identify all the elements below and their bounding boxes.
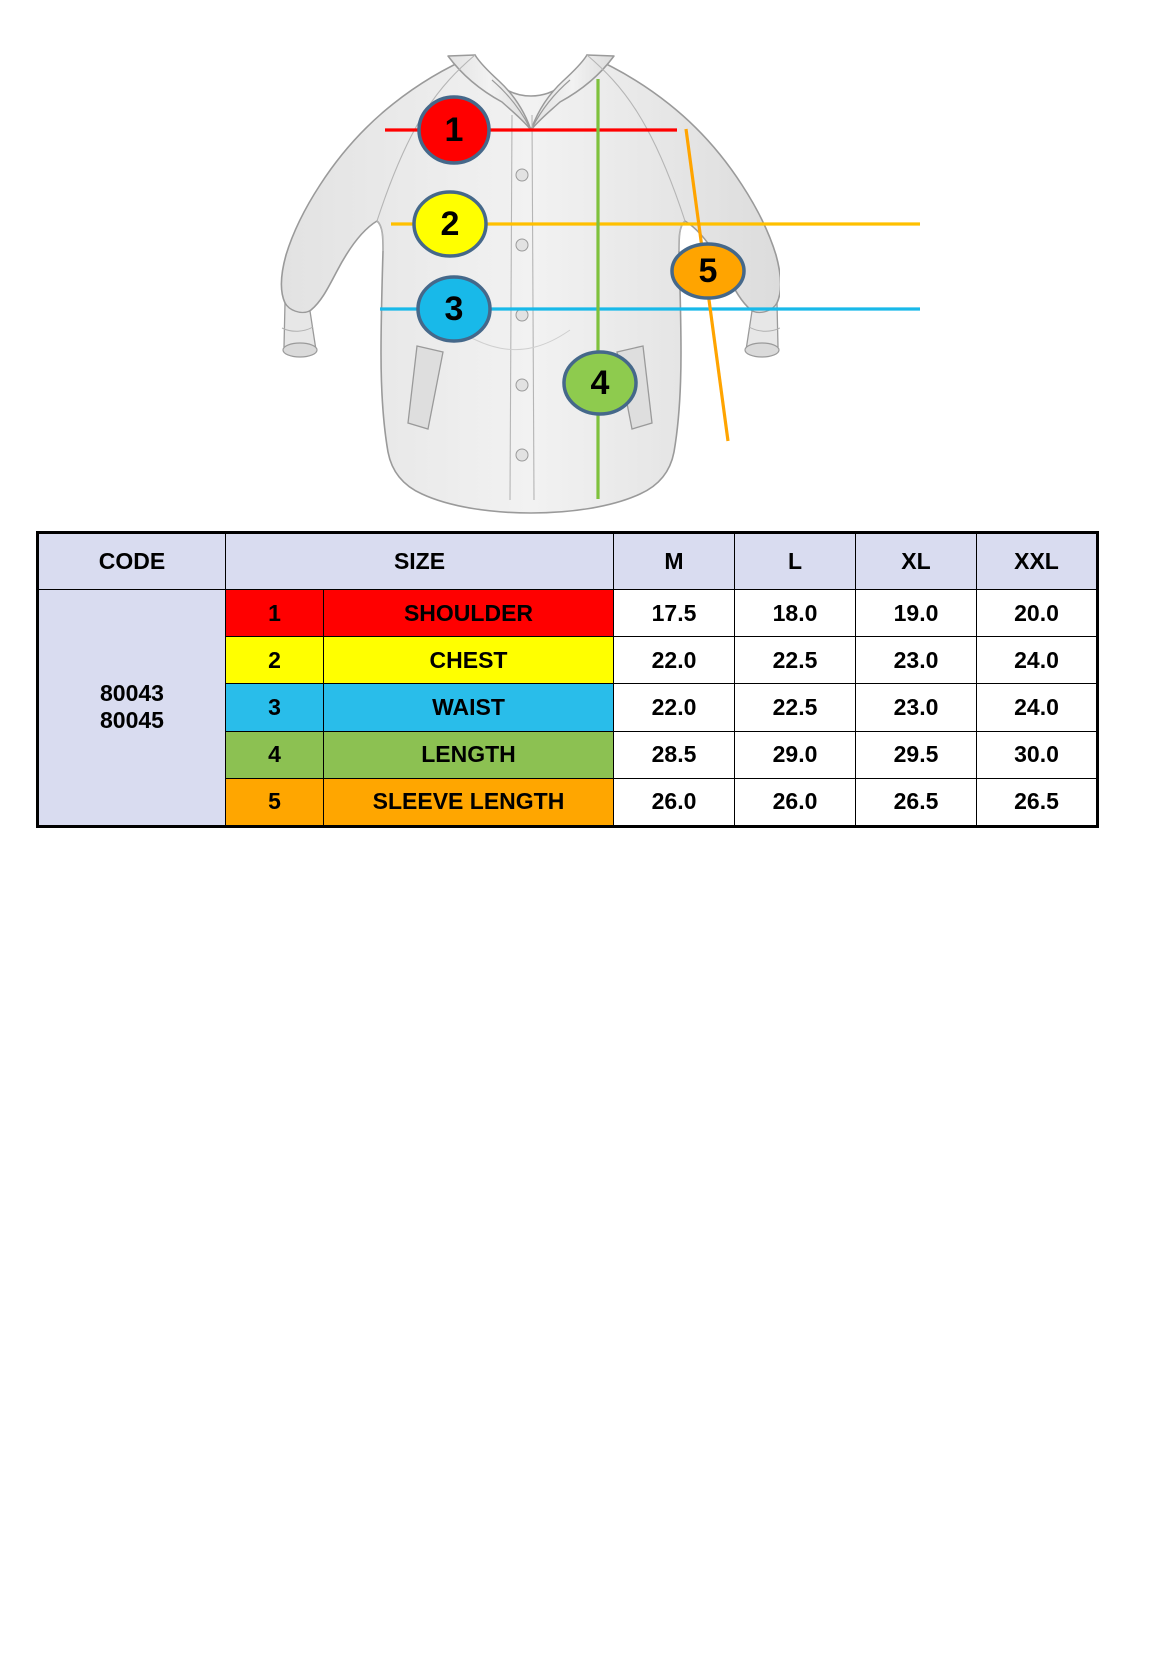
svg-text:3: 3	[445, 290, 464, 328]
svg-text:5: 5	[699, 252, 718, 290]
svg-text:1: 1	[445, 111, 464, 149]
svg-text:2: 2	[441, 205, 460, 243]
svg-text:4: 4	[591, 364, 610, 402]
